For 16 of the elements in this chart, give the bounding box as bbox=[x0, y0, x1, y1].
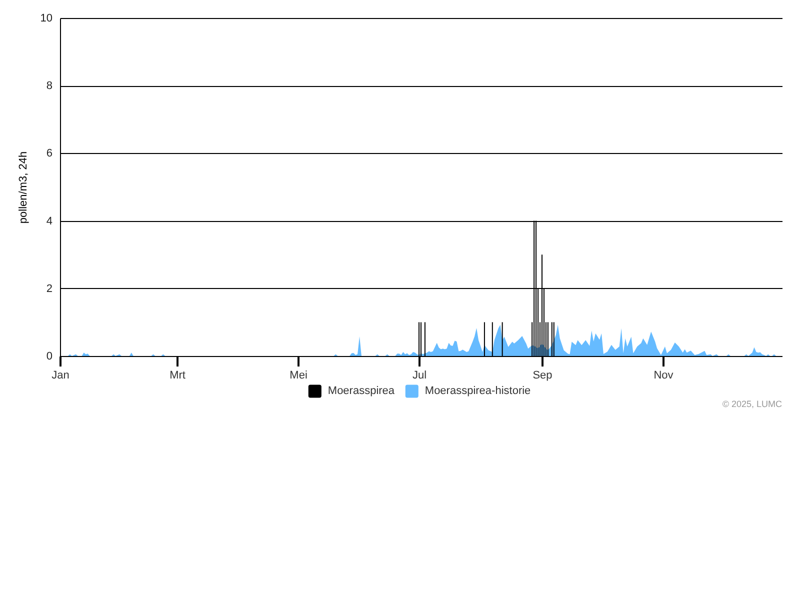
legend-label: Moerasspirea-historie bbox=[424, 385, 531, 398]
x-tick-label: Mrt bbox=[170, 370, 186, 382]
text: © 2025, LUMC bbox=[722, 399, 782, 409]
x-tick-label: Jul bbox=[412, 370, 427, 382]
x-tick-label: Jan bbox=[52, 370, 70, 382]
x-tick-label: Nov bbox=[654, 370, 674, 382]
y-tick-label: 0 bbox=[46, 350, 52, 362]
y-tick-label: 8 bbox=[46, 80, 52, 92]
legend-label: Moerasspirea bbox=[328, 385, 396, 398]
y-tick-label: 6 bbox=[46, 148, 52, 160]
y-tick-label: 10 bbox=[40, 12, 52, 24]
x-tick-label: Sep bbox=[532, 370, 552, 382]
x-tick-label: Mei bbox=[290, 370, 308, 382]
y-axis-title: pollen/m3, 24h bbox=[17, 151, 30, 224]
y-tick-label: 2 bbox=[46, 282, 52, 295]
y-tick-label: 4 bbox=[46, 215, 52, 228]
